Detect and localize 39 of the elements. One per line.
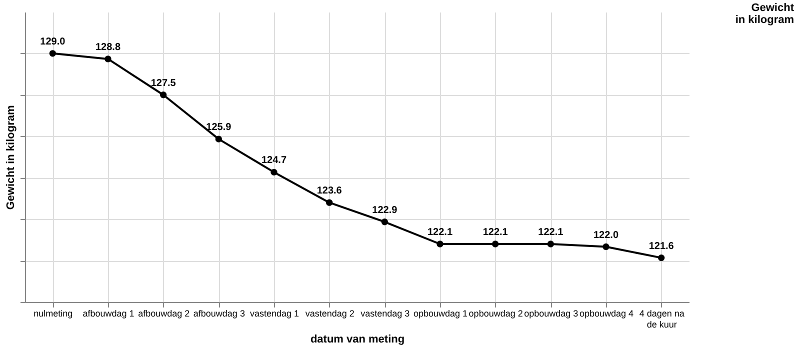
data-label: 122.0	[593, 230, 619, 241]
x-tick-label: afbouwdag 3	[193, 308, 245, 318]
x-tick-label: afbouwdag 2	[138, 308, 190, 318]
x-tick-label: opbouwdag 4	[579, 308, 634, 318]
point	[658, 254, 665, 262]
x-tick-label: afbouwdag 1	[82, 308, 134, 318]
point	[492, 240, 499, 248]
x-tick-label: opbouwdag 3	[524, 308, 578, 318]
data-label: 121.6	[648, 240, 674, 252]
data-label: 124.7	[261, 155, 287, 166]
point	[270, 168, 278, 176]
x-tick-label: vastendag 3	[360, 308, 410, 318]
point	[104, 56, 112, 62]
data-label: 127.5	[150, 78, 176, 89]
x-tick-label: vastendag 1	[250, 308, 300, 318]
data-label: 122.1	[482, 227, 508, 238]
point	[602, 243, 610, 250]
point	[160, 92, 167, 98]
data-label: 125.9	[206, 122, 232, 134]
x-tick-label: 4 dagen na de kuur	[639, 308, 684, 330]
point	[49, 50, 56, 57]
data-label: 122.1	[427, 227, 453, 238]
text: Gewicht in kilogram	[735, 2, 794, 26]
data-label: 128.8	[95, 42, 121, 53]
x-tick-label: opbouwdag 1	[413, 308, 468, 318]
point	[547, 240, 554, 248]
point	[436, 240, 444, 248]
data-label: 122.9	[372, 204, 398, 216]
x-axis-title: datum van meting	[310, 334, 405, 346]
point	[215, 136, 222, 142]
x-tick-label: opbouwdag 2	[468, 308, 523, 318]
point	[381, 218, 388, 226]
x-tick-label: vastendag 2	[305, 308, 354, 318]
data-label: 129.0	[40, 36, 66, 48]
data-label: 123.6	[316, 186, 342, 197]
point	[326, 199, 333, 206]
x-tick-label: nulmeting	[34, 308, 73, 318]
y-axis-title: Gewicht in kilogram	[5, 105, 17, 210]
data-label: 122.1	[538, 227, 564, 238]
